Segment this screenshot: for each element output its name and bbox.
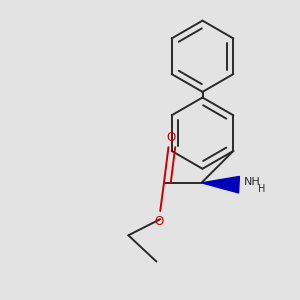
- Text: O: O: [155, 215, 164, 228]
- Text: H: H: [259, 184, 266, 194]
- Polygon shape: [202, 176, 239, 193]
- Text: NH: NH: [244, 177, 261, 188]
- Text: O: O: [167, 131, 176, 144]
